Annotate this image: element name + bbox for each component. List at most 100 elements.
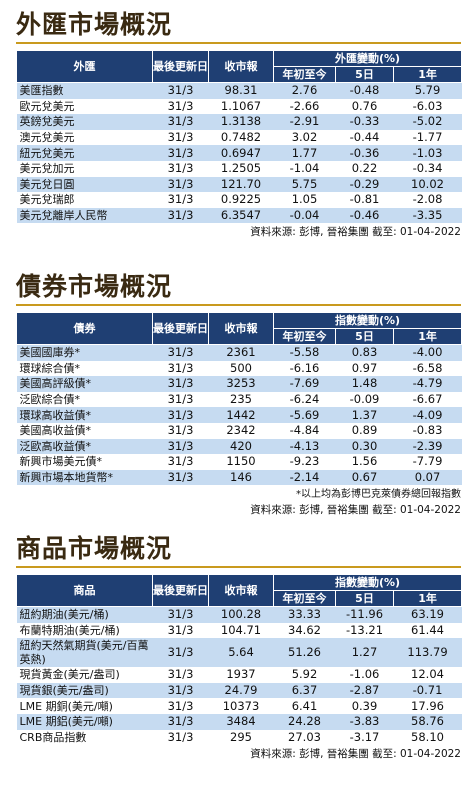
cell-y1: -4.09 [393,407,462,423]
cell-close: 121.70 [208,176,274,193]
cell-name: 美國國庫券* [16,344,153,361]
cell-close: 100.28 [208,606,274,623]
cell-ytd: 51.26 [273,638,336,668]
cell-name: LME 期銅(美元/噸) [19,699,113,713]
cell-ytd: -2.14 [273,469,336,486]
table-row: LME 期鋁(美元/噸) 31/3 3484 24.28 -3.83 58.76 [16,713,462,730]
fx-header-change-group: 外匯變動(%) [272,50,463,67]
cell-close: 0.9225 [220,192,262,207]
cell-name: 泛歐綜合債* [19,393,81,407]
cell-d5: -0.09 [349,392,380,407]
cell-close: 295 [230,729,252,744]
cell-ytd: -5.69 [273,407,336,423]
cell-ytd: -2.66 [289,98,320,113]
commodities-header-close: 收市報 [208,574,274,607]
fx-header-5d: 5日 [335,66,394,83]
bonds-header-1y: 1年 [392,328,463,345]
cell-d5: 0.89 [351,423,378,438]
cell-name: 美元兌日圓 [16,176,153,193]
cell-ytd: 34.62 [288,622,321,637]
cell-ytd: -4.84 [289,423,320,438]
cell-d5: 0.22 [351,161,378,176]
cell-close: 0.7482 [220,130,262,145]
cell-name: 現貨銀(美元/盎司) [16,682,153,699]
commodities-title: 商品市場概況 [16,534,461,568]
cell-date: 31/3 [167,729,194,744]
bonds-header-last-update: 最後更新日 [152,312,209,345]
cell-y1: 17.96 [411,698,444,713]
cell-close: 1937 [226,667,256,682]
fx-header-name: 外匯 [16,50,153,83]
cell-d5: 1.37 [335,407,394,423]
cell-y1: -6.58 [412,360,443,375]
cell-ytd: 1.77 [273,145,336,161]
table-row: 美匯指數 31/3 98.31 2.76 -0.48 5.79 [16,82,462,99]
table-row: 英鎊兌美元 31/3 1.3138 -2.91 -0.33 -5.02 [16,114,462,130]
cell-date: 31/3 [167,698,194,713]
cell-ytd: -0.04 [273,207,336,224]
table-row: 紐約期油(美元/桶) 31/3 100.28 33.33 -11.96 63.19 [16,606,462,623]
cell-d5: -0.36 [335,145,394,161]
cell-d5: 1.56 [351,454,378,469]
cell-date: 31/3 [152,638,209,668]
commodities-table: 商品 最後更新日 收市報 指數變動(%) 年初至今 5日 1年 紐約期油(美元/… [16,574,463,746]
table-row: CRB商品指數 31/3 295 27.03 -3.17 58.10 [17,730,462,746]
cell-name: 紐約天然氣期貨(美元/百萬英熱) [16,638,153,668]
cell-name: 美元兌離岸人民幣 [16,207,153,224]
cell-d5: -2.87 [335,682,394,699]
cell-ytd: 6.41 [291,698,318,713]
cell-name: 美元兌加元 [19,162,75,176]
cell-y1: -2.08 [412,192,443,207]
cell-name: CRB商品指數 [19,730,87,744]
cell-close: 98.31 [208,82,274,99]
cell-name: 新興市場本地貨幣* [16,469,153,486]
commodities-source: 資料來源: 彭博, 晉裕集團 截至: 01-04-2022 [250,748,461,761]
table-row: 新興市場本地貨幣* 31/3 146 -2.14 0.67 0.07 [16,469,462,486]
cell-close: 2342 [226,423,256,438]
table-row: 美元兌日圓 31/3 121.70 5.75 -0.29 10.02 [16,176,462,193]
table-row: 美元兌瑞郎 31/3 0.9225 1.05 -0.81 -2.08 [17,192,462,208]
bonds-section: 債券市場概況 債券 最後更新日 收市報 指數變動(%) 年初至今 5日 1年 美… [16,272,463,517]
table-row: 泛歐高收益債* 31/3 420 -4.13 0.30 -2.39 [16,438,462,455]
cell-ytd: 27.03 [288,729,321,744]
cell-ytd: 5.75 [273,176,336,193]
cell-name: 美國高評級債* [16,376,153,392]
cell-date: 31/3 [152,207,209,224]
table-row: 美國國庫券* 31/3 2361 -5.58 0.83 -4.00 [16,344,462,361]
fx-title: 外匯市場概況 [16,10,461,44]
cell-close: 420 [208,438,274,455]
table-row: 美國高收益債* 31/3 2342 -4.84 0.89 -0.83 [17,423,462,439]
cell-d5: -3.17 [349,729,380,744]
cell-close: 1.2505 [220,161,262,176]
cell-ytd: 24.28 [273,713,336,730]
cell-ytd: -5.58 [273,344,336,361]
cell-close: 2361 [208,344,274,361]
cell-name: 現貨黃金(美元/盎司) [19,668,120,682]
bonds-header-ytd: 年初至今 [273,328,336,345]
table-row: 布蘭特期油(美元/桶) 31/3 104.71 34.62 -13.21 61.44 [17,623,462,639]
fx-section: 外匯市場概況 外匯 最後更新日 收市報 外匯變動(%) 年初至今 5日 1年 美… [16,10,463,239]
cell-name: 美國高收益債* [19,424,92,438]
cell-date: 31/3 [152,176,209,193]
cell-y1: 5.79 [393,82,462,99]
cell-date: 31/3 [167,360,194,375]
cell-close: 3253 [208,376,274,392]
cell-name: 泛歐高收益債* [16,438,153,455]
cell-ytd: 1.05 [291,192,318,207]
fx-header-last-update: 最後更新日 [152,50,209,83]
bonds-note: *以上均為彭博巴克萊債券總回報指數 [296,489,461,501]
cell-y1: -5.02 [393,114,462,130]
cell-d5: -0.48 [335,82,394,99]
cell-date: 31/3 [167,622,194,637]
fx-header-close: 收市報 [208,50,274,83]
cell-d5: -1.06 [349,667,380,682]
table-row: 美元兌離岸人民幣 31/3 6.3547 -0.04 -0.46 -3.35 [16,207,462,224]
table-row: 現貨黃金(美元/盎司) 31/3 1937 5.92 -1.06 12.04 [17,667,462,683]
cell-date: 31/3 [167,392,194,407]
commodities-header-last-update: 最後更新日 [152,574,209,607]
cell-close: 10373 [222,698,260,713]
cell-y1: -6.67 [412,392,443,407]
cell-close: 6.3547 [208,207,274,224]
fx-header-ytd: 年初至今 [273,66,336,83]
fx-header-1y: 1年 [392,66,463,83]
